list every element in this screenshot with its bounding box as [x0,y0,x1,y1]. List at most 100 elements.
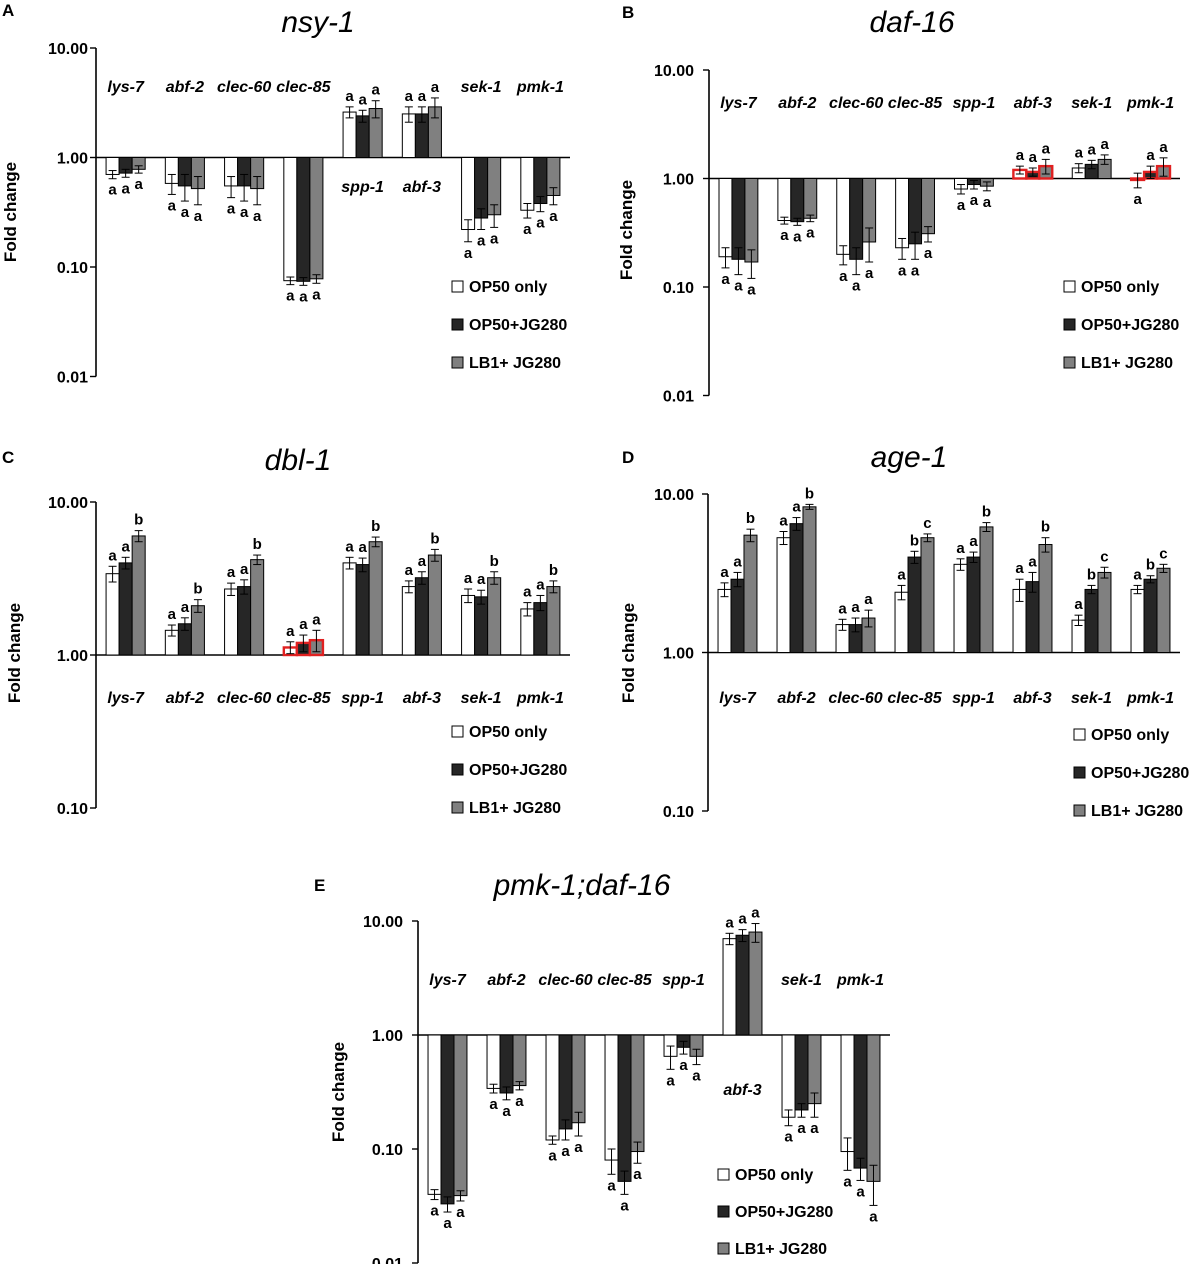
legend-swatch-lb1jg [451,356,464,369]
bar-lys-7-lb1jg [743,534,758,654]
gene-label-abf-2: abf-2 [487,972,525,989]
significance-letter: a [734,278,743,295]
significance-letter: a [1146,147,1155,164]
bar-abf-3-op50jg [735,934,750,1036]
significance-letter: a [536,215,545,232]
bar-clec-85-op50jg [296,157,311,282]
bar-clec-60-op50jg [558,1034,573,1130]
legend-label-lb1jg: LB1+ JG280 [469,355,561,372]
legend-swatch-op50 [451,280,464,293]
significance-letter: a [1016,147,1025,164]
significance-letter: a [851,599,860,616]
bar-abf-3-op50 [401,586,416,656]
significance-letter: b [1146,557,1155,574]
significance-letter: a [561,1143,570,1160]
significance-letter: a [1088,141,1097,158]
gene-label-spp-1: spp-1 [341,179,384,196]
legend-swatch-lb1jg [1063,356,1076,369]
panel-letter: E [314,876,325,895]
significance-letter: b [1041,519,1050,536]
bar-pmk-1-lb1jg [866,1034,881,1182]
significance-letter: a [721,271,730,288]
bar-pmk-1-op50jg [853,1034,868,1169]
significance-letter: a [456,1204,465,1221]
gene-label-sek-1: sek-1 [1071,95,1112,112]
bar-pmk-1-op50 [1130,588,1145,654]
bar-spp-1-op50 [953,563,968,653]
bar-sek-1-lb1jg [1097,571,1112,653]
y-axis-label: Fold change [619,603,638,703]
significance-letter: a [430,1203,439,1220]
bar-spp-1-op50 [342,111,357,158]
gene-label-abf-2: abf-2 [166,690,204,707]
bar-spp-1-op50 [342,562,357,656]
bar-abf-3-op50jg [414,577,429,656]
significance-letter: a [839,268,848,285]
significance-letter: a [286,288,295,305]
legend-label-op50jg: OP50+JG280 [469,317,567,334]
significance-letter: a [983,194,992,211]
significance-letter: a [843,1173,852,1190]
panel-title: pmk-1;daf-16 [493,869,671,902]
y-tick-label: 0.01 [663,389,694,406]
significance-letter: a [240,561,249,578]
gene-label-pmk-1: pmk-1 [1126,95,1174,112]
gene-label-spp-1: spp-1 [662,972,705,989]
significance-letter: b [549,562,558,579]
gene-label-clec-60: clec-60 [217,79,271,96]
legend-label-op50jg: OP50+JG280 [1081,317,1179,334]
significance-letter: a [477,233,486,250]
bar-lys-7-op50jg [440,1034,455,1205]
bar-lys-7-op50jg [731,178,746,260]
legend-label-op50: OP50 only [1091,727,1169,744]
significance-letter: a [299,288,308,305]
significance-letter: a [692,1068,701,1085]
bar-spp-1-op50jg [966,556,981,653]
significance-letter: c [923,515,931,532]
gene-label-lys-7: lys-7 [719,690,757,707]
significance-letter: b [253,536,262,553]
significance-letter: a [358,539,367,556]
bar-clec-85-op50 [895,178,910,249]
significance-letter: a [898,262,907,279]
significance-letter: a [345,88,354,105]
significance-letter: a [490,230,499,247]
bar-sek-1-lb1jg [487,577,502,656]
gene-label-abf-3: abf-3 [723,1082,761,1099]
legend-swatch-lb1jg [1073,804,1086,817]
significance-letter: a [108,182,117,199]
bar-abf-2-op50jg [789,523,804,654]
y-axis-label: Fold change [329,1042,348,1142]
significance-letter: b [910,532,919,549]
bar-abf-2-op50 [486,1034,501,1089]
significance-letter: a [121,538,130,555]
significance-letter: a [720,564,729,581]
legend-label-lb1jg: LB1+ JG280 [1081,355,1173,372]
gene-label-abf-2: abf-2 [778,95,816,112]
significance-letter: a [548,1147,557,1164]
significance-letter: a [1133,191,1142,208]
legend-label-op50: OP50 only [1081,279,1159,296]
y-tick-label: 10.00 [654,63,694,80]
legend-swatch-op50jg [451,318,464,331]
bar-abf-2-lb1jg [512,1034,527,1087]
significance-letter: a [779,512,788,529]
y-tick-label: 10.00 [654,487,694,504]
bar-lys-7-lb1jg [453,1034,468,1197]
bar-lys-7-op50 [717,588,732,654]
significance-letter: a [168,606,177,623]
legend-swatch-op50 [1073,728,1086,741]
gene-label-abf-2: abf-2 [166,79,204,96]
significance-letter: a [666,1072,675,1089]
bar-lys-7-op50 [427,1034,442,1195]
bar-sek-1-op50 [781,1034,796,1118]
significance-letter: a [970,192,979,209]
significance-letter: a [1100,136,1109,153]
gene-label-lys-7: lys-7 [720,95,758,112]
significance-letter: c [1159,545,1167,562]
panel-title: nsy-1 [281,6,354,39]
significance-letter: a [515,1093,524,1110]
y-tick-label: 1.00 [57,648,88,665]
bar-abf-2-op50 [777,178,792,222]
